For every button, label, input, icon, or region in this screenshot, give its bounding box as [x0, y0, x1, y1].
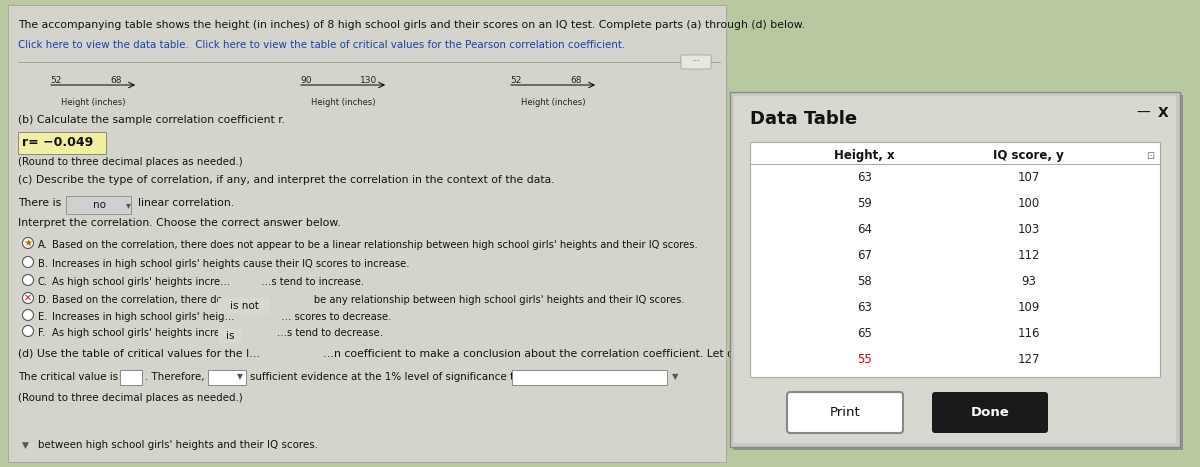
- Text: 58: 58: [858, 275, 872, 288]
- Text: 65: 65: [857, 327, 872, 340]
- Text: Height (inches): Height (inches): [521, 98, 586, 107]
- Text: 93: 93: [1021, 275, 1037, 288]
- Text: (Round to three decimal places as needed.): (Round to three decimal places as needed…: [18, 393, 242, 403]
- Text: C.: C.: [38, 277, 48, 287]
- Text: ▼: ▼: [672, 372, 678, 381]
- Text: (c) Describe the type of correlation, if any, and interpret the correlation in t: (c) Describe the type of correlation, if…: [18, 175, 554, 185]
- Text: is not: is not: [229, 301, 258, 311]
- Text: (Round to three decimal places as needed.): (Round to three decimal places as needed…: [18, 157, 242, 167]
- Text: 107: 107: [1018, 170, 1040, 184]
- Text: E.: E.: [38, 312, 48, 322]
- Text: Print: Print: [829, 405, 860, 418]
- Text: Data Table: Data Table: [750, 110, 857, 128]
- Bar: [750, 142, 1160, 377]
- Text: Interpret the correlation. Choose the correct answer below.: Interpret the correlation. Choose the co…: [18, 218, 341, 228]
- Bar: [733, 95, 1183, 450]
- Bar: [66, 196, 131, 214]
- Text: sufficient evidence at the 1% level of significance to conclude that: sufficient evidence at the 1% level of s…: [250, 372, 594, 382]
- Text: As high school girls' heights incre…               …s tend to decrease.: As high school girls' heights incre… …s …: [52, 328, 383, 338]
- Bar: [734, 96, 1176, 443]
- Text: Height, x: Height, x: [834, 149, 895, 163]
- FancyBboxPatch shape: [787, 392, 904, 433]
- Bar: [8, 5, 726, 462]
- Text: ▼: ▼: [22, 440, 29, 450]
- Bar: [18, 132, 106, 154]
- Text: 59: 59: [857, 197, 872, 210]
- Text: F.: F.: [38, 328, 46, 338]
- Text: A.: A.: [38, 240, 48, 250]
- Text: The critical value is: The critical value is: [18, 372, 118, 382]
- Text: 112: 112: [1018, 249, 1040, 262]
- Circle shape: [23, 310, 34, 320]
- Text: There is: There is: [18, 198, 61, 208]
- Text: D.: D.: [38, 295, 49, 305]
- Text: —: —: [1136, 106, 1150, 120]
- Bar: [218, 298, 270, 314]
- Text: between high school girls' heights and their IQ scores.: between high school girls' heights and t…: [38, 440, 318, 450]
- Bar: [218, 328, 242, 343]
- Text: 100: 100: [1018, 197, 1040, 210]
- Text: Done: Done: [971, 405, 1009, 418]
- Text: Click here to view the data table.  Click here to view the table of critical val: Click here to view the data table. Click…: [18, 40, 625, 50]
- Text: Increases in high school girls' heig…               … scores to decrease.: Increases in high school girls' heig… … …: [52, 312, 391, 322]
- Text: Based on the correlation, there do…                          be any relationship: Based on the correlation, there do… be a…: [52, 295, 685, 305]
- Text: 103: 103: [1018, 223, 1040, 236]
- Text: 130: 130: [360, 76, 377, 85]
- Text: 55: 55: [858, 354, 872, 367]
- Circle shape: [23, 292, 34, 304]
- Text: (b) Calculate the sample correlation coefficient r.: (b) Calculate the sample correlation coe…: [18, 115, 286, 125]
- Text: 109: 109: [1018, 301, 1040, 314]
- Bar: [730, 92, 1180, 447]
- Text: ···: ···: [692, 57, 700, 66]
- Bar: [120, 370, 142, 385]
- Text: X: X: [1157, 106, 1168, 120]
- Text: Based on the correlation, there does not appear to be a linear relationship betw: Based on the correlation, there does not…: [52, 240, 697, 250]
- Text: 68: 68: [110, 76, 121, 85]
- Text: IQ score, y: IQ score, y: [994, 149, 1064, 163]
- Text: ★: ★: [23, 238, 32, 248]
- Text: 67: 67: [857, 249, 872, 262]
- Text: As high school girls' heights incre…          …s tend to increase.: As high school girls' heights incre… …s …: [52, 277, 364, 287]
- FancyBboxPatch shape: [682, 55, 710, 69]
- Text: The accompanying table shows the height (in inches) of 8 high school girls and t: The accompanying table shows the height …: [18, 20, 805, 30]
- Circle shape: [23, 275, 34, 285]
- Text: 68: 68: [570, 76, 582, 85]
- Text: B.: B.: [38, 259, 48, 269]
- Text: ⊡: ⊡: [1146, 151, 1154, 161]
- Text: ▾: ▾: [126, 200, 131, 210]
- Circle shape: [23, 238, 34, 248]
- Text: Height (inches): Height (inches): [311, 98, 376, 107]
- Text: ▼: ▼: [238, 373, 242, 382]
- Text: 116: 116: [1018, 327, 1040, 340]
- Text: 63: 63: [857, 301, 872, 314]
- Text: ✕: ✕: [24, 293, 32, 303]
- Text: is: is: [226, 331, 234, 341]
- Text: r= −0.049: r= −0.049: [22, 136, 94, 149]
- Text: Height (inches): Height (inches): [61, 98, 125, 107]
- Text: Increases in high school girls' heights cause their IQ scores to increase.: Increases in high school girls' heights …: [52, 259, 409, 269]
- Text: 52: 52: [510, 76, 521, 85]
- Text: linear correlation.: linear correlation.: [138, 198, 234, 208]
- Text: 90: 90: [300, 76, 312, 85]
- Circle shape: [23, 325, 34, 337]
- Circle shape: [23, 256, 34, 268]
- Text: (d) Use the table of critical values for the I…                  …n coefficient : (d) Use the table of critical values for…: [18, 348, 778, 358]
- Text: no: no: [94, 200, 107, 210]
- Text: 127: 127: [1018, 354, 1040, 367]
- Bar: [208, 370, 246, 385]
- FancyBboxPatch shape: [932, 392, 1048, 433]
- Bar: [512, 370, 667, 385]
- Text: . Therefore, there: . Therefore, there: [145, 372, 235, 382]
- Text: 64: 64: [857, 223, 872, 236]
- Text: 52: 52: [50, 76, 61, 85]
- Text: 63: 63: [857, 170, 872, 184]
